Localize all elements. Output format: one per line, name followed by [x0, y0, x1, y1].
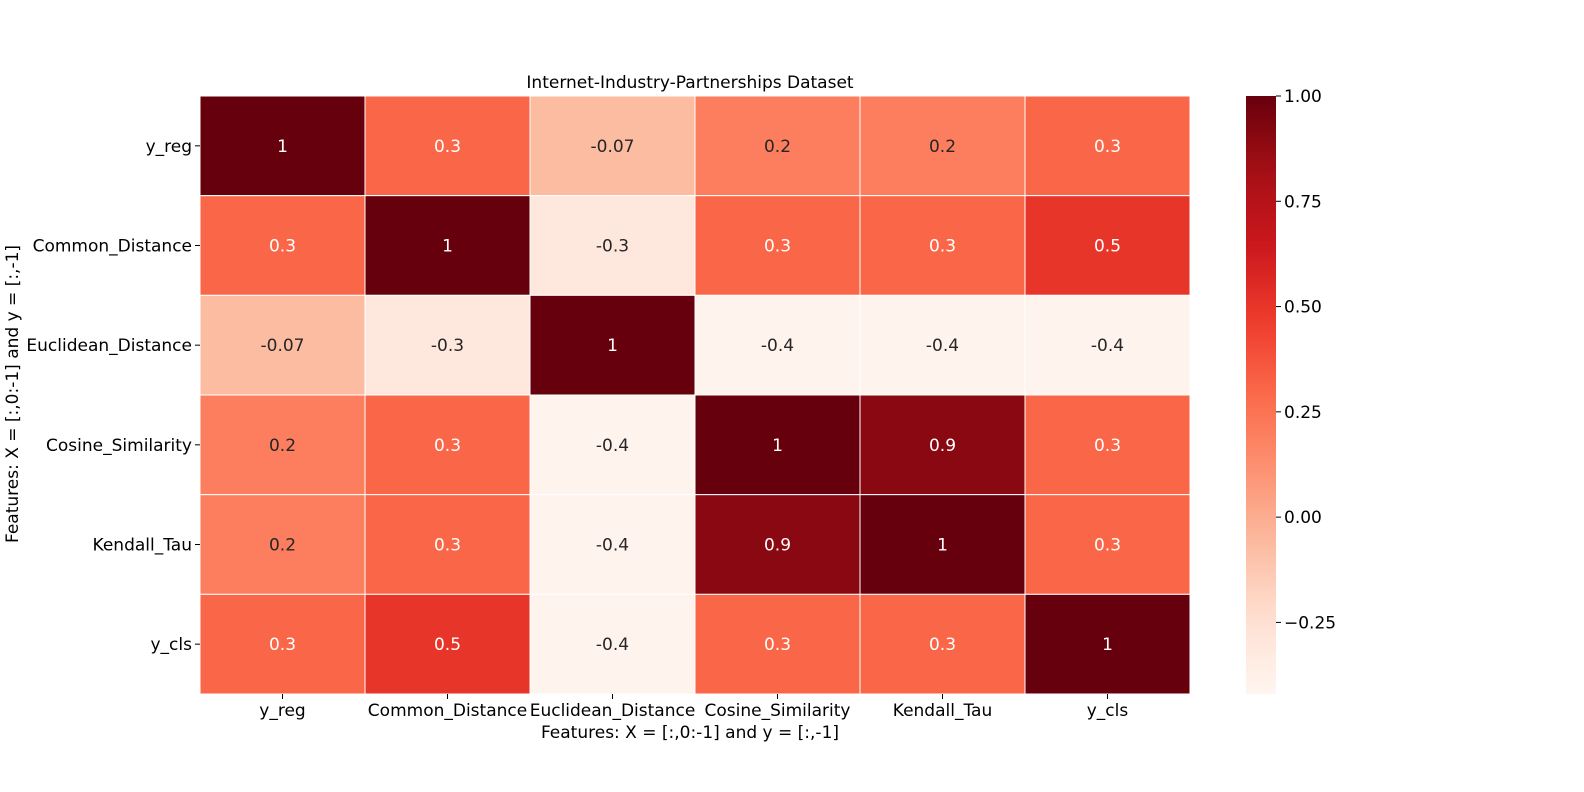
heatmap-cell	[364, 195, 531, 296]
heatmap-cell	[694, 294, 861, 396]
x-axis-label: Features: X = [:,0:-1] and y = [:,-1]	[541, 723, 839, 743]
cell-value-label: -0.4	[761, 336, 794, 356]
heatmap-cell	[859, 394, 1026, 496]
cell-value-label: 0.5	[434, 635, 461, 655]
heatmap-cell	[199, 593, 366, 695]
cell-value-label: 0.3	[764, 237, 791, 257]
heatmap-cell	[1024, 294, 1191, 396]
colorbar-tick-label: 0.75	[1284, 192, 1322, 212]
cell-value-label: -0.07	[591, 137, 635, 157]
cell-value-label: -0.3	[596, 237, 629, 257]
heatmap-cell	[199, 95, 366, 197]
cell-value-label: -0.4	[1091, 336, 1124, 356]
cell-value-label: -0.4	[596, 536, 629, 556]
cell-value-label: 1	[1102, 635, 1113, 655]
cell-value-label: 0.3	[434, 536, 461, 556]
y-tick-label: Kendall_Tau	[93, 536, 192, 556]
cell-value-label: 0.3	[764, 635, 791, 655]
y-tick-label: Cosine_Similarity	[46, 436, 192, 456]
heatmap-cell	[529, 294, 696, 396]
cell-value-label: 0.3	[269, 237, 296, 257]
y-tick-label: y_reg	[146, 137, 192, 157]
cell-value-label: -0.07	[261, 336, 305, 356]
heatmap-cell	[199, 394, 366, 496]
heatmap-cell	[859, 494, 1026, 595]
heatmap-cell	[859, 95, 1026, 197]
cell-value-label: 0.9	[764, 536, 791, 556]
heatmap-cell	[364, 95, 531, 197]
cell-value-label: 1	[937, 536, 948, 556]
chart-title: Internet-Industry-Partnerships Dataset	[526, 73, 853, 93]
heatmap-cell	[364, 294, 531, 396]
x-tick-label: Euclidean_Distance	[530, 701, 696, 721]
colorbar-tick-label: 0.50	[1284, 298, 1322, 318]
y-tick-label: y_cls	[151, 635, 193, 655]
cell-value-label: 0.3	[434, 137, 461, 157]
heatmap-cell	[199, 294, 366, 396]
heatmap-cell	[1024, 95, 1191, 197]
x-tick-label: Kendall_Tau	[893, 701, 992, 721]
heatmap-cell	[1024, 494, 1191, 595]
colorbar-tick-label: 0.25	[1284, 403, 1322, 423]
heatmap-cell	[529, 394, 696, 496]
cell-value-label: 0.2	[764, 137, 791, 157]
heatmap-cell	[199, 494, 366, 595]
cell-value-label: -0.4	[926, 336, 959, 356]
y-tick-label: Euclidean_Distance	[26, 336, 192, 356]
heatmap-cell	[694, 95, 861, 197]
x-tick-labels: y_reg Common_Distance Euclidean_Distance Co…	[259, 694, 1128, 721]
cell-value-label: 1	[442, 237, 453, 257]
heatmap-cell	[1024, 195, 1191, 296]
colorbar-tick-label: −0.25	[1284, 613, 1336, 633]
cell-value-label: -0.4	[596, 436, 629, 456]
colorbar-tick-label: 0.00	[1284, 508, 1322, 528]
y-axis-label: Features: X = [:,0:-1] and y = [:,-1]	[3, 245, 23, 543]
heatmap-cell	[859, 593, 1026, 695]
cell-value-label: 0.2	[269, 436, 296, 456]
cell-value-label: -0.4	[596, 635, 629, 655]
x-tick-label: y_cls	[1087, 701, 1129, 721]
cell-value-label: 0.2	[929, 137, 956, 157]
heatmap-cell	[859, 294, 1026, 396]
x-tick-label: Common_Distance	[368, 701, 527, 721]
heatmap-cell	[1024, 394, 1191, 496]
heatmap-cells: 1 0.3 -0.07 0.2 0.2 0.3 0.3 1 -0.3 0.3 0.3 0.5 -0.07…	[199, 95, 1191, 695]
cell-value-label: -0.3	[431, 336, 464, 356]
cell-value-label: 0.3	[1094, 137, 1121, 157]
colorbar-ticks: 1.00 0.75 0.50 0.25 0.00 −0.25	[1276, 87, 1336, 633]
cell-value-label: 1	[772, 436, 783, 456]
heatmap-cell	[694, 195, 861, 296]
colorbar	[1246, 96, 1276, 694]
cell-value-label: 0.3	[1094, 436, 1121, 456]
heatmap-cell	[694, 494, 861, 595]
cell-value-label: 0.3	[929, 237, 956, 257]
cell-value-label: 0.3	[1094, 536, 1121, 556]
x-tick-label: y_reg	[259, 701, 305, 721]
cell-value-label: 1	[277, 137, 288, 157]
cell-value-label: 0.3	[929, 635, 956, 655]
cell-value-label: 1	[607, 336, 618, 356]
x-tick-label: Cosine_Similarity	[705, 701, 851, 721]
heatmap-cell	[364, 394, 531, 496]
cell-value-label: 0.2	[269, 536, 296, 556]
y-tick-labels: y_reg Common_Distance Euclidean_Distance Co…	[26, 137, 200, 655]
heatmap-cell	[1024, 593, 1191, 695]
y-tick-label: Common_Distance	[33, 237, 192, 257]
heatmap-cell	[529, 95, 696, 197]
heatmap-cell	[694, 394, 861, 496]
cell-value-label: 0.3	[269, 635, 296, 655]
colorbar-tick-label: 1.00	[1284, 87, 1322, 107]
cell-value-label: 0.3	[434, 436, 461, 456]
cell-value-label: 0.9	[929, 436, 956, 456]
heatmap-cell	[529, 494, 696, 595]
cell-value-label: 0.5	[1094, 237, 1121, 257]
